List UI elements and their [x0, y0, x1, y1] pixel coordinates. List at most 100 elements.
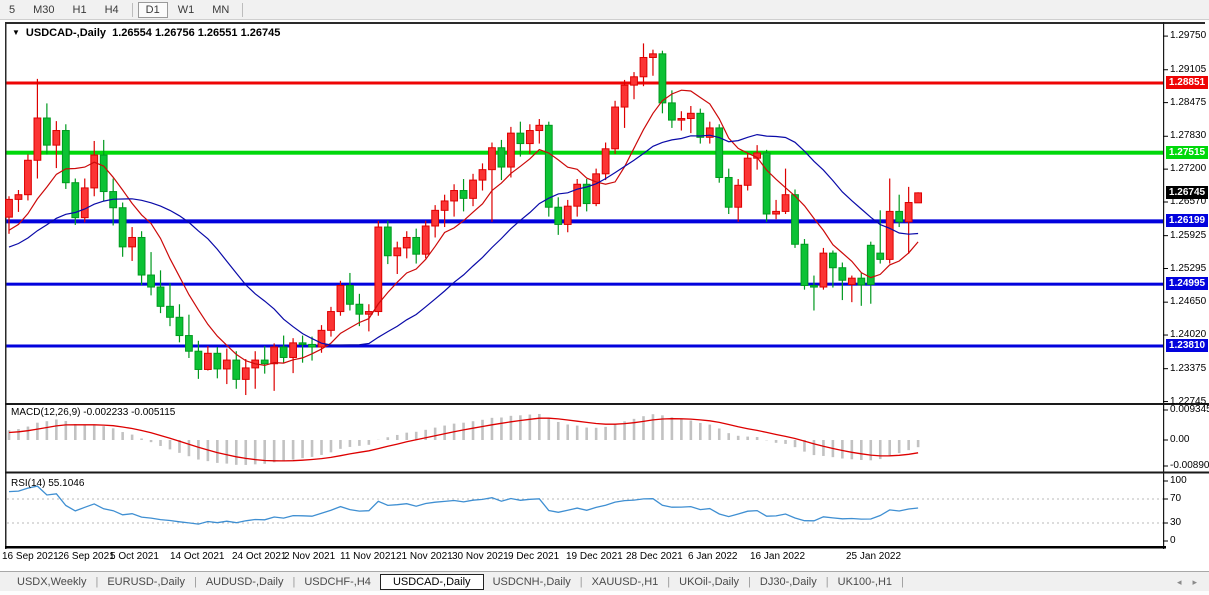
rsi-axis-tick	[1163, 498, 1168, 500]
symbol-period-label: USDCAD-,Daily	[25, 27, 106, 39]
timeframe-button-h4[interactable]: H4	[104, 3, 119, 16]
rsi-axis-tick	[1163, 522, 1168, 524]
tab-xauusd-h1[interactable]: XAUUSD-,H1	[591, 576, 659, 588]
level-line-1.27515[interactable]	[6, 150, 1164, 155]
candle-body	[156, 286, 165, 307]
tab-separator: |	[667, 576, 671, 588]
timeframe-button-5[interactable]: 5	[9, 3, 16, 16]
tab-usdcad-daily[interactable]: USDCAD-,Daily	[379, 574, 484, 590]
timeframe-button-mn[interactable]: MN	[212, 3, 230, 16]
price-axis-label: 1.29105	[1170, 63, 1207, 75]
candle-body	[222, 359, 231, 370]
price-tick	[1163, 235, 1168, 237]
rsi-axis-tick	[1163, 480, 1168, 482]
candle-body	[383, 226, 392, 257]
candle-body	[668, 102, 676, 121]
price-tick	[1163, 69, 1168, 71]
candle-body	[260, 359, 269, 365]
date-axis-label: 24 Oct 2021	[232, 551, 287, 562]
level-badge-1.28851: 1.28851	[1166, 76, 1208, 89]
candle-body	[374, 226, 383, 313]
macd-signal-line	[8, 417, 919, 462]
rsi-axis-label: 30	[1170, 517, 1182, 528]
date-axis-label: 9 Dec 2021	[508, 551, 560, 562]
candle-body	[866, 244, 875, 285]
current-price-badge: 1.26745	[1166, 185, 1208, 199]
candle-body	[838, 267, 847, 281]
candle-body	[118, 207, 127, 248]
date-axis-label: 19 Dec 2021	[566, 551, 623, 562]
frame-left	[5, 22, 7, 549]
timeframe-button-w1[interactable]: W1	[177, 3, 195, 16]
tab-separator: |	[825, 576, 829, 588]
candle-body	[459, 190, 468, 199]
ohlc-values: 1.26554 1.26756 1.26551 1.26745	[112, 27, 281, 39]
tab-separator: |	[95, 576, 99, 588]
tab-usdx-weekly[interactable]: USDX,Weekly	[17, 576, 87, 588]
level-line-1.26199[interactable]	[6, 219, 1164, 224]
tab-uk100-h1[interactable]: UK100-,H1	[837, 576, 893, 588]
timeframe-toolbar: 5 M30 H1 H4 D1 W1 MN	[0, 0, 1209, 20]
candle-body	[241, 367, 250, 380]
candle-body	[734, 184, 743, 208]
tab-scroll-right-icon[interactable]: ▸	[1192, 576, 1197, 587]
candle-body	[80, 187, 89, 219]
candle-body	[33, 117, 42, 161]
candle-body	[488, 147, 496, 171]
price-tick	[1163, 201, 1168, 203]
price-axis-label: 1.22745	[1170, 395, 1207, 407]
candle-body	[213, 352, 222, 370]
candle-body	[194, 350, 203, 370]
level-line-1.23810[interactable]	[6, 344, 1164, 348]
timeframe-button-h1[interactable]: H1	[72, 3, 87, 16]
candle-body	[203, 352, 212, 370]
level-line-1.24995[interactable]	[6, 282, 1164, 286]
candle-body	[507, 132, 515, 168]
tab-eurusd-daily[interactable]: EURUSD-,Daily	[107, 576, 185, 588]
candle-body	[649, 53, 657, 58]
candle-body	[762, 152, 771, 215]
tab-ukoil-daily[interactable]: UKOil-,Daily	[679, 576, 740, 588]
candle-body	[639, 56, 648, 78]
candle-body	[71, 182, 80, 219]
candle-body	[185, 335, 193, 352]
timeframe-button-m30[interactable]: M30	[33, 3, 55, 16]
tab-audusd-daily[interactable]: AUDUSD-,Daily	[205, 576, 284, 588]
candle-body	[554, 206, 563, 225]
chart-title: ▼ USDCAD-,Daily 1.26554 1.26756 1.26551 1…	[12, 27, 280, 39]
price-axis-label: 1.27830	[1170, 130, 1207, 142]
frame-top	[5, 22, 1205, 24]
level-line-1.28851[interactable]	[6, 81, 1164, 85]
candle-body	[563, 205, 572, 225]
candle-body	[52, 130, 61, 146]
macd-indicator-label: MACD(12,26,9) -0.002233 -0.005115	[11, 407, 176, 418]
candle-body	[895, 210, 904, 223]
price-tick	[1163, 368, 1168, 370]
candle-body	[232, 359, 241, 380]
tab-usdchf-h4[interactable]: USDCHF-,H4	[304, 576, 371, 588]
date-axis-label: 6 Jan 2022	[688, 551, 738, 562]
candle-body	[128, 236, 137, 248]
candle-body	[525, 130, 534, 145]
tab-separator: |	[901, 576, 904, 588]
candle-body	[412, 236, 421, 255]
tab-usdcnh-daily[interactable]: USDCNH-,Daily	[492, 576, 571, 588]
candle-body	[885, 210, 894, 260]
price-tick	[1163, 135, 1168, 137]
candle-body	[535, 124, 544, 132]
candle-body	[99, 154, 108, 193]
price-tick	[1163, 168, 1168, 170]
candle-body	[450, 190, 458, 202]
candle-body	[24, 159, 32, 196]
price-tick	[1163, 102, 1168, 104]
tab-scroll-left-icon[interactable]: ◂	[1176, 576, 1182, 587]
candle-body	[42, 117, 51, 146]
frame-bottom	[5, 546, 1166, 549]
candle-body	[705, 127, 714, 138]
rsi-axis-tick	[1163, 540, 1168, 542]
timeframe-button-d1[interactable]: D1	[137, 1, 168, 18]
rsi-line	[8, 485, 919, 525]
collapse-triangle-icon[interactable]: ▼	[12, 28, 20, 37]
tab-dj30-daily[interactable]: DJ30-,Daily	[759, 576, 817, 588]
